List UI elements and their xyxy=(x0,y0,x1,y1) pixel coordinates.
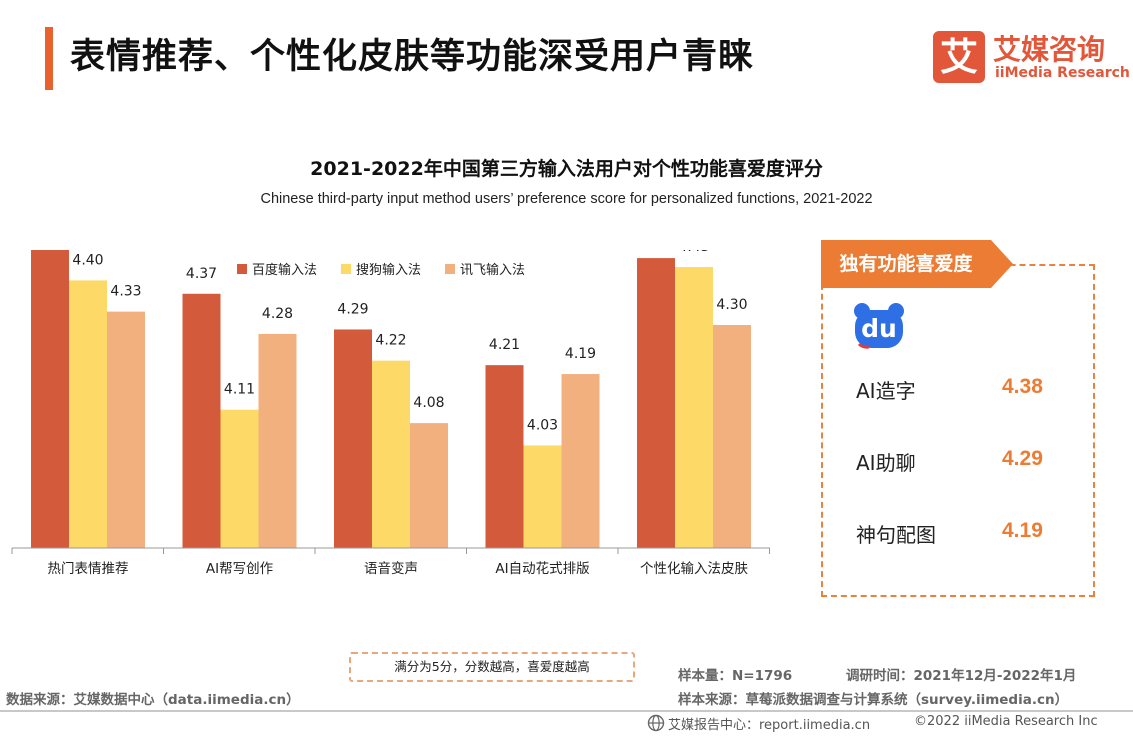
value-label-1-2: 4.28 xyxy=(262,306,293,322)
bar-4-0 xyxy=(637,258,675,548)
panel-title-arrow xyxy=(991,240,1013,288)
value-label-2-2: 4.08 xyxy=(413,395,444,411)
bar-0-0 xyxy=(31,250,69,548)
iimedia-logo-en: iiMedia Research xyxy=(995,65,1130,81)
bar-0-1 xyxy=(69,280,107,548)
sample-size: 样本量：N=1796 xyxy=(678,668,793,684)
value-label-2-1: 4.22 xyxy=(375,333,406,349)
feature-name-shenju-peitu: 神句配图 xyxy=(856,523,936,547)
footer-divider xyxy=(0,710,1133,712)
bar-3-0 xyxy=(485,365,524,548)
x-tick-label-3: AI自动花式排版 xyxy=(495,561,589,577)
du-logo-text: du xyxy=(861,314,897,343)
feature-value-ai-zhuliao: 4.29 xyxy=(1002,447,1043,470)
x-tick-label-2: 语音变声 xyxy=(364,560,418,577)
page-title: 表情推荐、个性化皮肤等功能深受用户青睐 xyxy=(70,37,755,77)
value-label-0-1: 4.40 xyxy=(72,252,103,268)
bar-0-2 xyxy=(107,311,145,548)
panel-title: 独有功能喜爱度 xyxy=(821,240,991,288)
globe-icon xyxy=(647,714,665,732)
sample-source: 样本来源：草莓派数据调查与计算系统（survey.iimedia.cn） xyxy=(678,692,1069,708)
data-source: 数据来源：艾媒数据中心（data.iimedia.cn） xyxy=(6,692,300,708)
legend-label-1: 搜狗输入法 xyxy=(356,262,421,278)
iimedia-logo-mark: 艾 xyxy=(933,31,985,83)
bar-1-2 xyxy=(258,333,297,548)
bar-4-2 xyxy=(713,325,751,548)
bar-1-0 xyxy=(182,293,221,548)
value-label-1-1: 4.11 xyxy=(224,382,255,398)
value-label-2-0: 4.29 xyxy=(337,301,368,317)
bar-3-1 xyxy=(523,445,562,548)
iimedia-logo-cn: 艾媒咨询 xyxy=(993,33,1106,66)
bar-2-2 xyxy=(410,423,448,548)
feature-name-ai-zhuliao: AI助聊 xyxy=(856,451,916,475)
bar-1-1 xyxy=(220,409,259,548)
value-label-0-2: 4.33 xyxy=(110,284,141,300)
value-label-1-0: 4.37 xyxy=(186,266,217,282)
x-tick-label-0: 热门表情推荐 xyxy=(48,561,129,577)
title-accent-bar xyxy=(45,27,53,90)
value-label-4-1: 4.43 xyxy=(678,250,709,255)
value-label-3-2: 4.19 xyxy=(565,346,596,362)
legend-swatch-2 xyxy=(445,264,455,274)
copyright: ©2022 iiMedia Research Inc xyxy=(914,714,1098,729)
chart-subtitle: Chinese third-party input method users’ … xyxy=(260,191,873,207)
x-tick-label-4: 个性化输入法皮肤 xyxy=(640,561,748,577)
bar-3-2 xyxy=(561,374,600,548)
bar-2-0 xyxy=(334,329,372,548)
bar-chart: 百度输入法搜狗输入法讯飞输入法4.484.404.334.374.114.284… xyxy=(11,250,770,577)
x-tick-label-1: AI帮写创作 xyxy=(206,561,273,577)
bar-2-1 xyxy=(372,360,410,548)
feature-value-shenju-peitu: 4.19 xyxy=(1002,519,1043,542)
feature-name-ai-zaozi: AI造字 xyxy=(856,379,916,403)
legend-label-2: 讯飞输入法 xyxy=(460,262,525,278)
report-center-link[interactable]: 艾媒报告中心：report.iimedia.cn xyxy=(668,718,871,733)
scoring-note: 满分为5分，分数越高，喜爱度越高 xyxy=(349,652,635,682)
legend-label-0: 百度输入法 xyxy=(252,262,317,278)
value-label-4-2: 4.30 xyxy=(716,297,747,313)
chart-title: 2021-2022年中国第三方输入法用户对个性功能喜爱度评分 xyxy=(310,158,823,180)
value-label-3-1: 4.03 xyxy=(527,417,558,433)
legend-swatch-1 xyxy=(341,264,351,274)
legend-swatch-0 xyxy=(237,264,247,274)
value-label-3-0: 4.21 xyxy=(489,337,520,353)
bar-4-1 xyxy=(675,267,713,548)
feature-value-ai-zaozi: 4.38 xyxy=(1002,375,1043,398)
baidu-du-icon: du xyxy=(854,303,904,349)
survey-time: 调研时间：2021年12月-2022年1月 xyxy=(846,668,1077,684)
